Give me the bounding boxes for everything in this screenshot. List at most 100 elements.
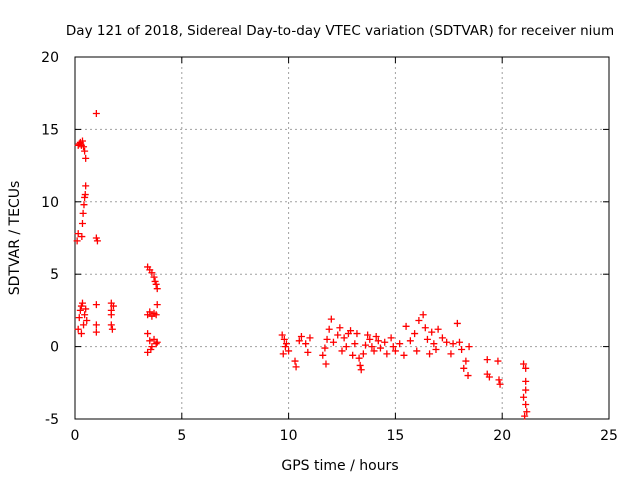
y-tick-label: 10 xyxy=(41,195,59,211)
data-point xyxy=(74,325,82,333)
data-point xyxy=(522,401,530,409)
data-point xyxy=(336,324,344,332)
data-point xyxy=(327,315,335,323)
data-point xyxy=(107,311,115,319)
data-point xyxy=(78,220,86,228)
data-point xyxy=(455,338,463,346)
data-point xyxy=(426,350,434,358)
data-point xyxy=(356,361,364,369)
data-point xyxy=(278,331,286,339)
data-point xyxy=(329,338,337,346)
data-point xyxy=(78,299,86,307)
data-point xyxy=(432,345,440,353)
data-point xyxy=(458,345,466,353)
data-point xyxy=(381,338,389,346)
data-point xyxy=(406,337,414,345)
data-point xyxy=(338,347,346,355)
x-tick-label: 0 xyxy=(71,428,80,444)
data-point xyxy=(421,324,429,332)
data-point xyxy=(483,356,491,364)
data-point xyxy=(376,344,384,352)
data-point xyxy=(144,330,152,338)
data-point xyxy=(391,347,399,355)
x-tick-label: 5 xyxy=(177,428,186,444)
data-point xyxy=(351,340,359,348)
data-point xyxy=(153,285,161,293)
data-point xyxy=(496,380,504,388)
chart-title: Day 121 of 2018, Sidereal Day-to-day VTE… xyxy=(66,23,614,39)
data-point xyxy=(79,209,87,217)
data-point xyxy=(75,314,83,322)
data-point xyxy=(494,357,502,365)
data-point xyxy=(396,340,404,348)
data-point xyxy=(325,325,333,333)
axis-ticks: 0 5 10 15 20 25 -5 0 5 10 15 20 xyxy=(41,50,618,444)
x-tick-label: 10 xyxy=(280,428,298,444)
x-tick-label: 20 xyxy=(493,428,511,444)
data-point xyxy=(361,341,369,349)
data-point xyxy=(347,327,355,335)
data-point xyxy=(438,334,446,342)
plot-frame xyxy=(74,56,610,420)
data-point xyxy=(359,350,367,358)
data-point xyxy=(370,347,378,355)
data-point xyxy=(78,137,86,145)
data-point xyxy=(153,338,161,346)
data-point xyxy=(520,360,528,368)
data-point xyxy=(402,322,410,330)
data-point xyxy=(73,237,81,245)
data-point xyxy=(152,340,160,348)
data-point xyxy=(372,332,380,340)
data-point xyxy=(413,347,421,355)
data-point xyxy=(292,363,300,371)
data-point xyxy=(279,350,287,358)
data-point xyxy=(419,311,427,319)
data-point xyxy=(109,302,117,310)
data-point xyxy=(453,319,461,327)
data-point xyxy=(281,343,289,351)
data-point xyxy=(83,317,91,325)
data-point xyxy=(323,335,331,343)
data-point xyxy=(80,143,88,151)
y-tick-label: 15 xyxy=(41,122,59,138)
data-point xyxy=(411,330,419,338)
data-point xyxy=(465,343,473,351)
data-point xyxy=(423,335,431,343)
data-point xyxy=(415,317,423,325)
data-point xyxy=(355,354,363,362)
x-tick-label: 25 xyxy=(600,428,618,444)
data-point xyxy=(76,306,84,314)
y-tick-label: 5 xyxy=(50,267,59,283)
data-point xyxy=(319,351,327,359)
data-point xyxy=(108,325,116,333)
data-point xyxy=(77,330,85,338)
data-point xyxy=(80,321,88,329)
data-point xyxy=(520,393,528,401)
data-point xyxy=(400,351,408,359)
data-point xyxy=(495,376,503,384)
data-point xyxy=(462,357,470,365)
data-point xyxy=(74,230,82,238)
data-point xyxy=(82,305,90,313)
data-point xyxy=(464,372,472,380)
data-point xyxy=(389,343,397,351)
data-point xyxy=(523,408,531,416)
data-point xyxy=(357,366,365,374)
data-point xyxy=(521,412,529,420)
data-point xyxy=(146,308,154,316)
data-point xyxy=(387,334,395,342)
data-point xyxy=(383,350,391,358)
data-point xyxy=(447,350,455,358)
data-point xyxy=(485,373,493,381)
data-point xyxy=(449,340,457,348)
data-point xyxy=(321,344,329,352)
data-point xyxy=(297,332,305,340)
data-point xyxy=(364,331,372,339)
data-point xyxy=(107,321,115,329)
x-axis-label: GPS time / hours xyxy=(281,458,398,474)
y-tick-label: -5 xyxy=(45,412,59,428)
data-point xyxy=(522,364,530,372)
data-point xyxy=(152,311,160,319)
data-point xyxy=(153,301,161,309)
data-point xyxy=(366,335,374,343)
